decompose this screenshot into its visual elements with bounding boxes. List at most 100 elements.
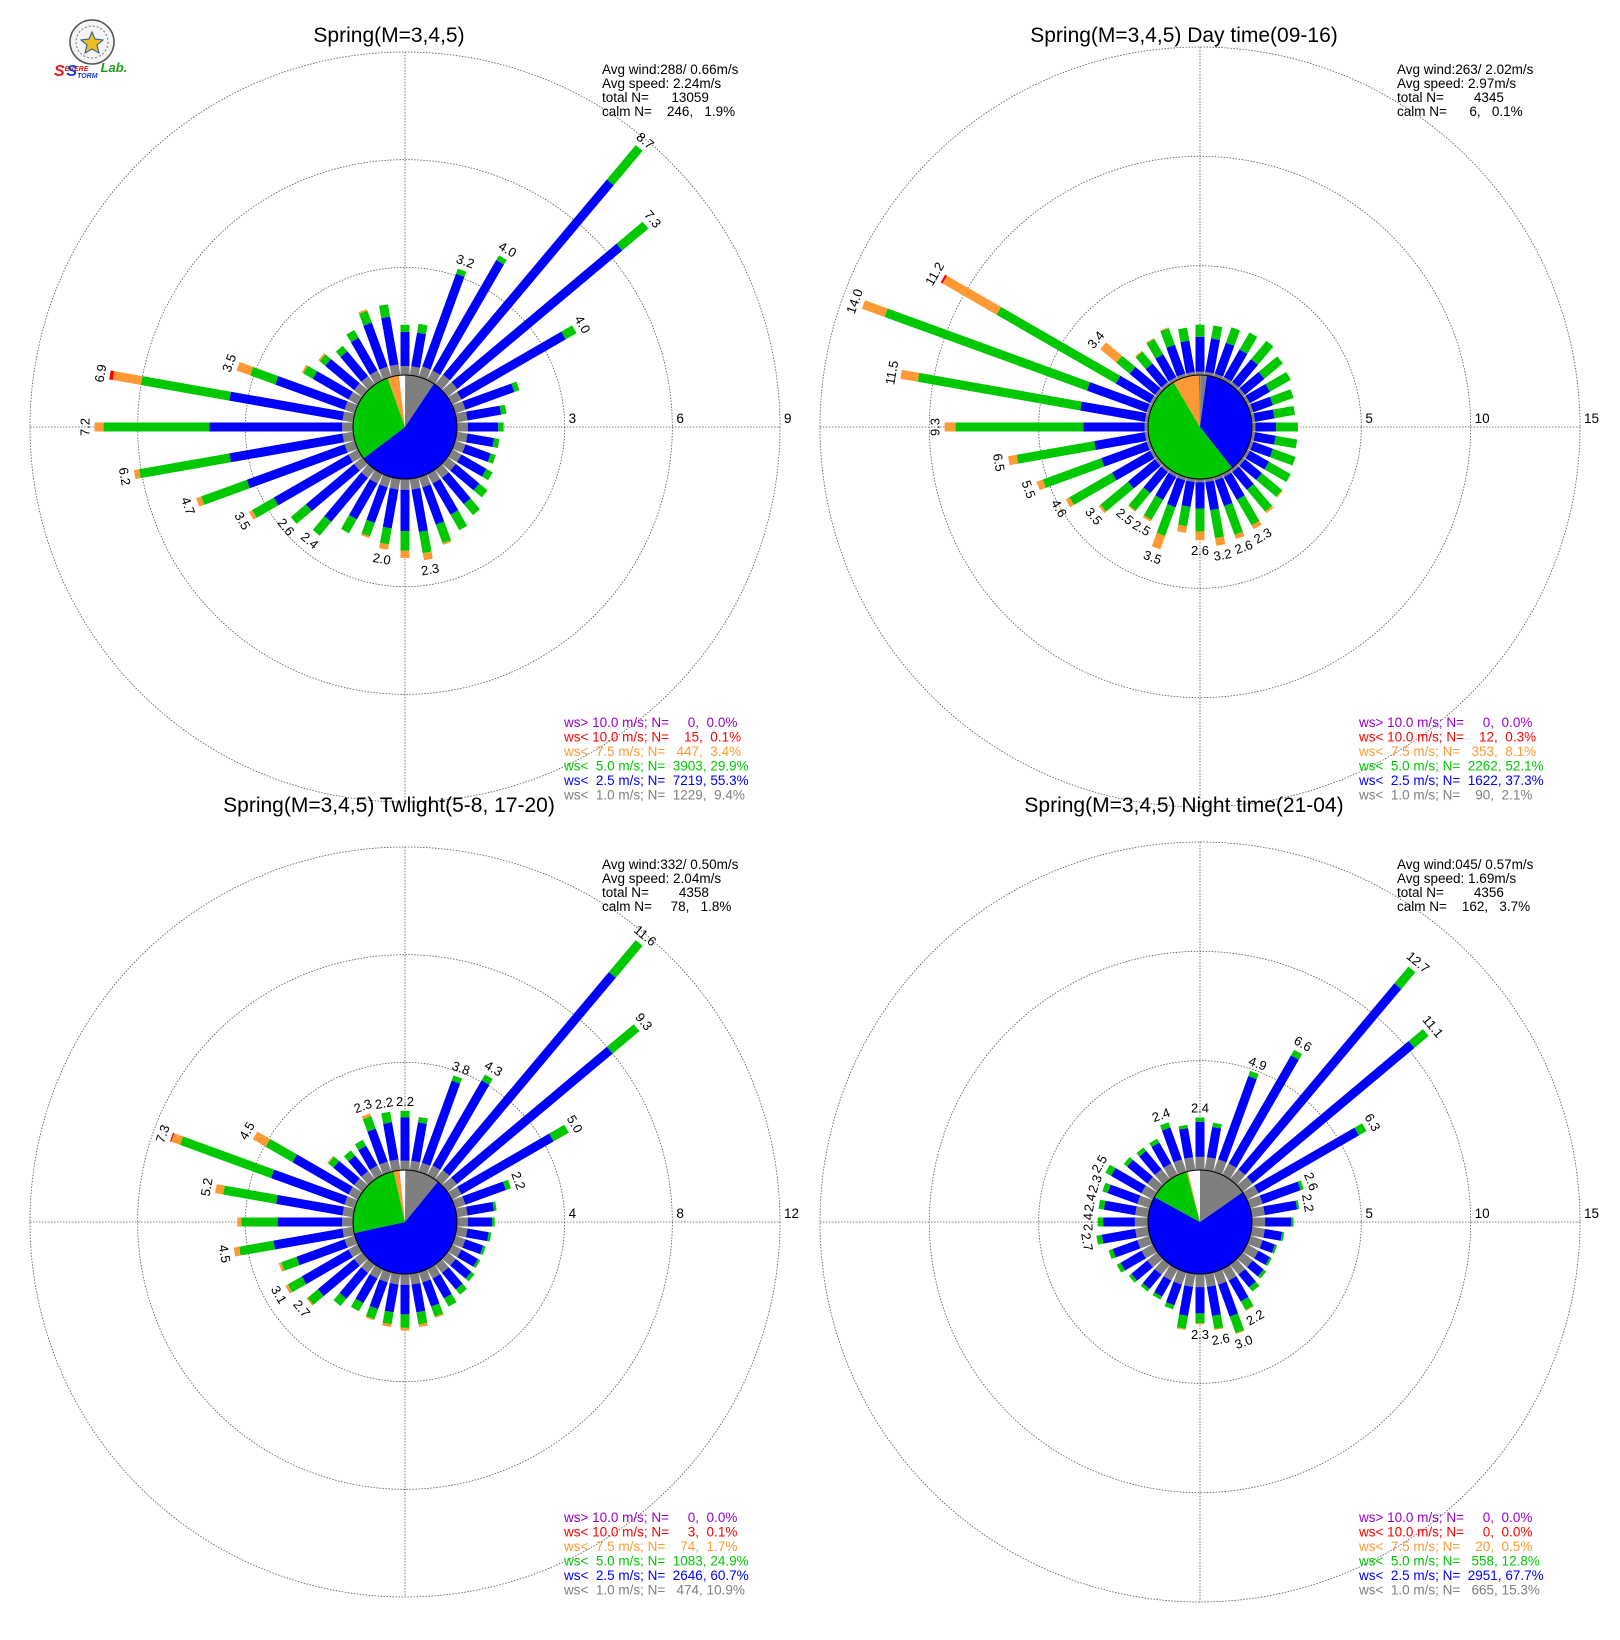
bar-segment (389, 1272, 401, 1285)
ring-tick-label: 5 (1365, 1206, 1373, 1221)
bar-segment (917, 372, 1082, 411)
direction-bar: 14.0 (843, 287, 1153, 414)
direction-bar (1229, 1258, 1260, 1292)
bar-segment (1127, 1159, 1154, 1184)
bar-segment (301, 364, 308, 374)
bar-segment (466, 1228, 489, 1242)
bar-segment (1206, 1285, 1221, 1316)
direction-bar (1247, 440, 1296, 466)
bar-segment (1146, 403, 1153, 414)
bar-segment (361, 1113, 372, 1120)
bar-segment (499, 404, 507, 415)
bar-segment (1008, 454, 1019, 466)
bar-segment (1161, 463, 1171, 473)
bar-segment (432, 1080, 490, 1170)
bar-segment (367, 1128, 388, 1165)
bar-segment (379, 366, 392, 380)
direction-bar: 2.6 (1191, 479, 1209, 558)
bar-value-label: 7.2 (78, 418, 93, 436)
bar-segment (381, 1111, 392, 1124)
bar-segment (1204, 1272, 1216, 1287)
bar-segment (319, 354, 331, 366)
bar-segment (1213, 373, 1224, 380)
bar-segment (362, 1115, 376, 1132)
grid-ring (29, 846, 781, 1598)
bar-segment (409, 366, 421, 377)
direction-bar: 2.4 (1191, 1101, 1209, 1170)
direction-bar (318, 353, 369, 398)
bar-value-label: 6.9 (92, 363, 110, 383)
bar-segment (1178, 1124, 1188, 1130)
bar-segment (1213, 1159, 1227, 1175)
bar-segment (492, 438, 500, 448)
direction-bar (343, 1150, 376, 1186)
direction-bar (455, 431, 500, 448)
bar-segment (1166, 1281, 1182, 1306)
bar-segment (1180, 340, 1195, 374)
bar-segment (1213, 474, 1224, 481)
bar-segment (434, 463, 449, 478)
bar-segment (1116, 355, 1136, 374)
bar-segment (1250, 431, 1256, 442)
bar-segment (451, 1046, 613, 1185)
bar-segment (455, 268, 467, 277)
stat-total: total N= 4358 (602, 885, 709, 900)
speed-class-pie (1147, 374, 1253, 480)
bar-segment (1239, 459, 1262, 481)
direction-bar (1152, 1264, 1178, 1300)
direction-bar (335, 345, 376, 391)
direction-bar (1242, 1244, 1272, 1267)
pie-slice (387, 375, 405, 427)
bar-segment (1213, 1269, 1227, 1285)
direction-bar (455, 1201, 497, 1218)
bar-segment (1144, 412, 1150, 423)
bar-segment (239, 1240, 276, 1256)
bar-segment (416, 1310, 428, 1325)
bar-segment (1145, 363, 1168, 388)
bar-value-label: 3.5 (1142, 547, 1164, 567)
bar-segment (1259, 1181, 1301, 1204)
bar-segment (549, 1124, 569, 1142)
stat-avg-wind: Avg wind:263/ 2.02m/s (1397, 62, 1534, 77)
bar-segment (1147, 1176, 1164, 1193)
bar-segment (1250, 412, 1256, 423)
pie-slice (1186, 1171, 1200, 1222)
bar-segment (369, 1165, 383, 1180)
direction-bar (1140, 1258, 1171, 1292)
direction-bar (1146, 338, 1178, 385)
direction-bar (418, 474, 452, 545)
pie-slice (354, 1181, 457, 1274)
bar-segment (1229, 463, 1239, 473)
bar-segment (1240, 1296, 1254, 1310)
direction-bar (452, 381, 520, 414)
legend-entry: ws< 7.5 m/s; N= 353, 8.1% (1358, 744, 1536, 759)
direction-bar (434, 463, 480, 516)
direction-bar (1149, 1138, 1178, 1180)
logo-s2: S (66, 63, 77, 80)
bar-segment (381, 316, 399, 366)
bar-segment (1179, 1285, 1194, 1316)
pie-slice (1200, 375, 1252, 468)
bar-segment (325, 358, 360, 391)
legend-entry: ws< 5.0 m/s; N= 2262, 52.1% (1358, 759, 1544, 774)
bar-segment (1242, 1185, 1259, 1200)
bar-segment (465, 1271, 475, 1282)
bar-segment (487, 453, 496, 464)
bar-segment (457, 1133, 554, 1195)
bar-segment (1149, 1138, 1160, 1148)
seal-star-icon (79, 30, 105, 55)
bar-segment (1354, 1123, 1367, 1136)
bar-segment (418, 1162, 431, 1175)
stat-avg-wind: Avg wind:045/ 0.57m/s (1397, 857, 1534, 872)
bar-segment (389, 1159, 401, 1172)
ring-tick-label: 12 (784, 1206, 799, 1221)
bar-value-label: 2.2 (374, 1094, 394, 1112)
bar-segment (1229, 1313, 1245, 1334)
direction-bar: 2.7 (1078, 1226, 1150, 1252)
ring-tick-label: 15 (1584, 411, 1599, 426)
bar-segment (1250, 396, 1274, 413)
direction-bar (455, 1226, 492, 1242)
bar-segment (1290, 1049, 1303, 1060)
bar-segment (1247, 440, 1254, 451)
bar-segment (1257, 1269, 1267, 1279)
